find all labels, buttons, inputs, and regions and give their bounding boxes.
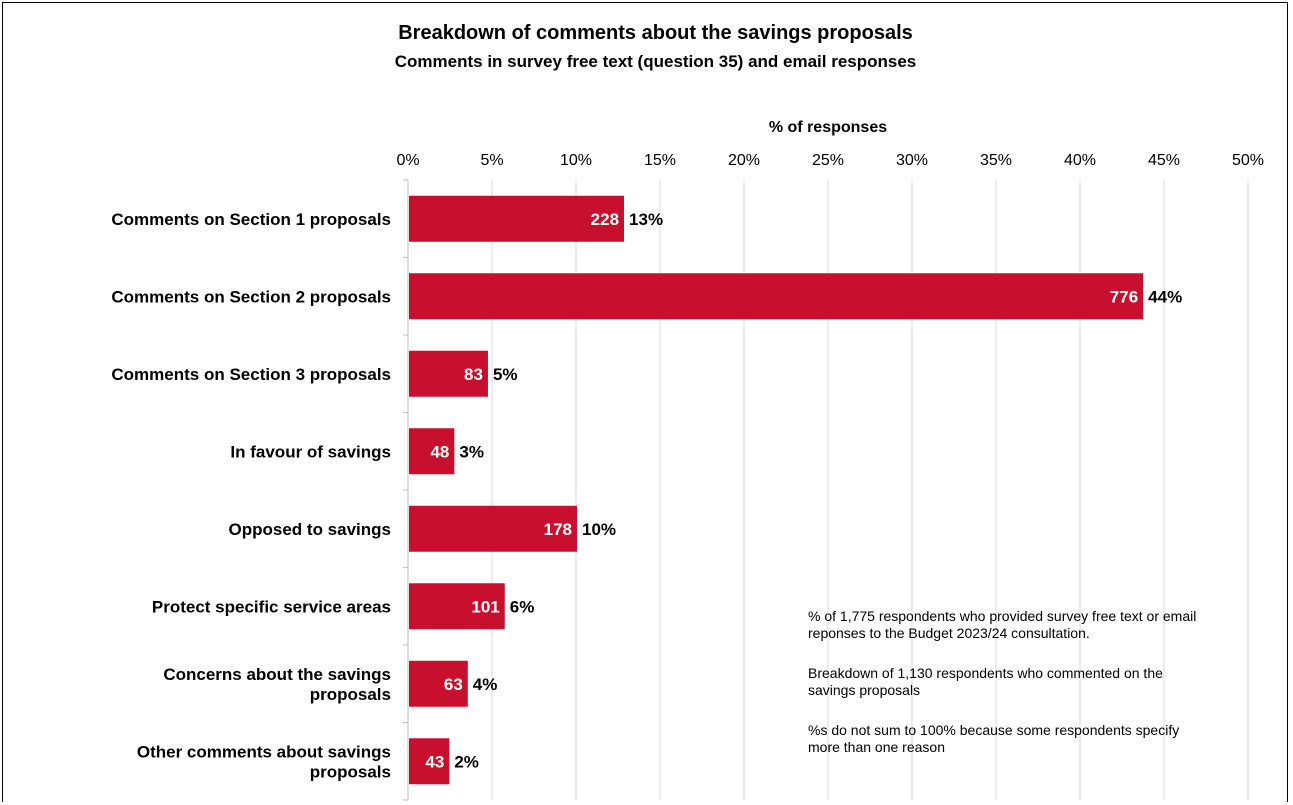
category-label: proposals bbox=[310, 762, 391, 781]
bar bbox=[409, 738, 450, 785]
x-tick-label: 45% bbox=[1148, 152, 1180, 169]
category-label: Comments on Section 3 proposals bbox=[111, 365, 391, 384]
bar-percent-label: 3% bbox=[459, 442, 484, 461]
x-tick-label: 40% bbox=[1064, 152, 1096, 169]
x-axis-label: % of responses bbox=[769, 119, 887, 136]
footnote-respondents: % of 1,775 respondents who provided surv… bbox=[808, 608, 1278, 642]
footnote-breakdown: Breakdown of 1,130 respondents who comme… bbox=[808, 665, 1278, 699]
bar bbox=[409, 583, 505, 630]
bar-percent-label: 2% bbox=[454, 752, 479, 771]
category-label: Other comments about savings bbox=[137, 742, 391, 761]
x-tick-label: 50% bbox=[1232, 152, 1264, 169]
category-label: Protect specific service areas bbox=[152, 597, 391, 616]
bar-count-label: 83 bbox=[464, 365, 483, 384]
footnote-respondents-line-2: reponses to the Budget 2023/24 consultat… bbox=[808, 625, 1090, 641]
bar-percent-label: 13% bbox=[629, 210, 663, 229]
bar-count-label: 228 bbox=[591, 210, 619, 229]
footnote-breakdown-line-2: savings proposals bbox=[808, 682, 921, 698]
bar-percent-label: 10% bbox=[582, 520, 616, 539]
bar-percent-label: 5% bbox=[493, 365, 518, 384]
bar bbox=[409, 660, 468, 707]
footnote-sum-line-1: %s do not sum to 100% because some respo… bbox=[808, 722, 1180, 738]
category-label: Comments on Section 1 proposals bbox=[111, 210, 391, 229]
chart-title: Breakdown of comments about the savings … bbox=[398, 22, 913, 44]
category-label: proposals bbox=[310, 685, 391, 704]
bar bbox=[409, 505, 577, 552]
category-label: Comments on Section 2 proposals bbox=[111, 287, 391, 306]
bar-percent-label: 44% bbox=[1148, 287, 1182, 306]
x-tick-label: 15% bbox=[644, 152, 676, 169]
x-tick-label: 5% bbox=[480, 152, 503, 169]
footnote-breakdown-line-1: Breakdown of 1,130 respondents who comme… bbox=[808, 665, 1163, 681]
footnote-sum-line-2: more than one reason bbox=[808, 739, 945, 755]
bar bbox=[409, 273, 1144, 320]
bar bbox=[409, 350, 488, 397]
bar-percent-label: 4% bbox=[473, 675, 498, 694]
x-tick-label: 0% bbox=[396, 152, 419, 169]
bar-count-label: 43 bbox=[425, 752, 444, 771]
bar bbox=[409, 428, 455, 475]
x-tick-label: 30% bbox=[896, 152, 928, 169]
bar-count-label: 178 bbox=[544, 520, 572, 539]
x-tick-label: 10% bbox=[560, 152, 592, 169]
footnote-sum: %s do not sum to 100% because some respo… bbox=[808, 722, 1278, 756]
chart-subtitle: Comments in survey free text (question 3… bbox=[394, 52, 917, 71]
x-tick-label: 35% bbox=[980, 152, 1012, 169]
x-tick-label: 20% bbox=[728, 152, 760, 169]
bar-count-label: 776 bbox=[1110, 287, 1138, 306]
category-label: Opposed to savings bbox=[229, 520, 391, 539]
bar bbox=[409, 195, 625, 242]
category-label: In favour of savings bbox=[230, 442, 391, 461]
bar-count-label: 63 bbox=[444, 675, 463, 694]
bar-count-label: 101 bbox=[471, 597, 499, 616]
bar-count-label: 48 bbox=[430, 442, 449, 461]
bar-percent-label: 6% bbox=[510, 597, 535, 616]
footnote-respondents-line-1: % of 1,775 respondents who provided surv… bbox=[808, 608, 1197, 624]
category-label: Concerns about the savings bbox=[163, 665, 391, 684]
x-tick-label: 25% bbox=[812, 152, 844, 169]
